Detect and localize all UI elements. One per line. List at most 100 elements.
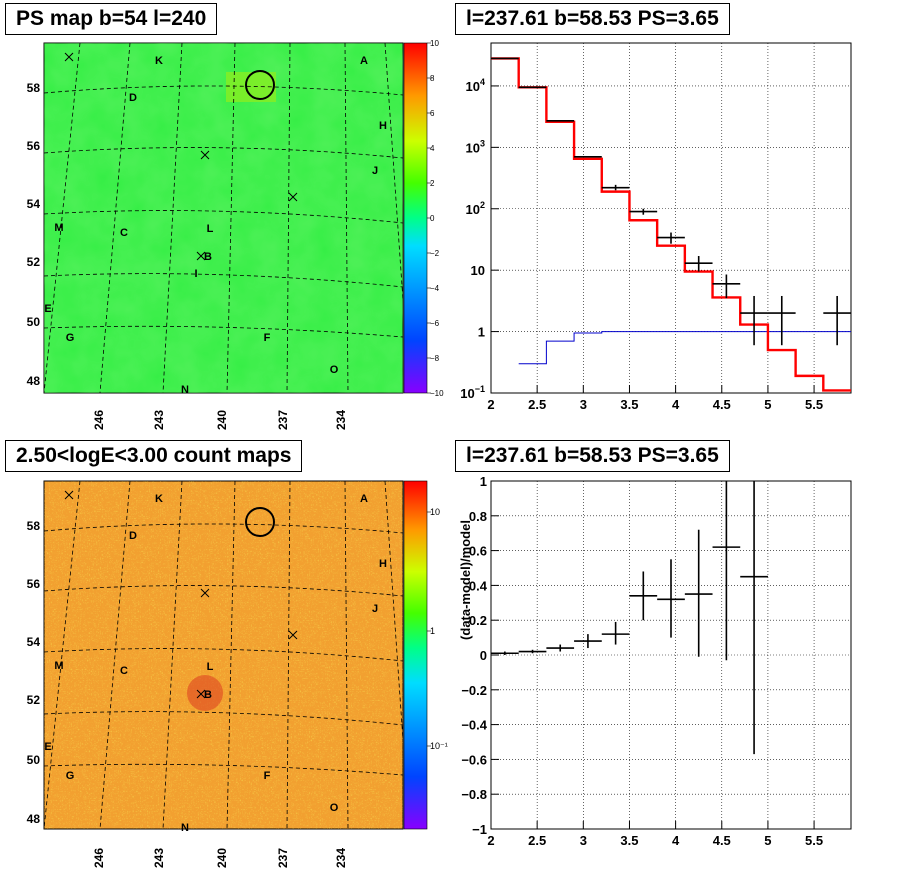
- count-map-texture: [44, 481, 403, 829]
- data-point: [712, 274, 741, 299]
- x-tick-label: 246: [92, 848, 106, 868]
- y-tick-label: 58: [27, 81, 41, 95]
- x-tick-label: 5: [764, 833, 771, 848]
- y-tick-label: −0.2: [461, 683, 487, 698]
- x-tick-label: 240: [215, 410, 229, 430]
- x-tick-label: 4.5: [713, 397, 731, 412]
- y-tick-label: 0.4: [469, 578, 488, 593]
- source-label-f: F: [264, 770, 271, 782]
- colorbar-tick-label: −6: [430, 319, 440, 328]
- colorbar-tick-label: −10: [430, 389, 444, 398]
- residual-panel: 2 2.5 3 3.5 4 4.5 5 5.5 1 0.8 0.6 0.4 0.2 0 −0.2 −0.4 −…: [458, 474, 852, 848]
- residual-point: [574, 634, 602, 649]
- y-tick-label: 54: [27, 197, 41, 211]
- colorbar-tick-label: 10: [430, 39, 439, 48]
- x-tick-label: 237: [276, 848, 290, 868]
- y-tick-label: 1: [480, 474, 487, 489]
- x-tick-label: 243: [152, 848, 166, 868]
- source-label-b: B: [204, 689, 212, 701]
- source-label-l: L: [207, 661, 214, 673]
- ps-map-colorbar-axis: 10 8 6 4 2 0 −2 −4 −6 −8 −10: [427, 39, 444, 398]
- x-tick-label: 237: [276, 410, 290, 430]
- y-tick-label: 48: [27, 374, 41, 388]
- y-tick-label: 50: [27, 315, 41, 329]
- ps-map-x-axis: 246 243 240 237 234: [92, 410, 348, 430]
- x-tick-label: 2.5: [528, 397, 546, 412]
- y-tick-label: 56: [27, 139, 41, 153]
- ps-map-title: PS map b=54 l=240: [5, 3, 218, 35]
- colorbar-tick-label: −2: [430, 249, 440, 258]
- source-label-b: B: [204, 251, 212, 263]
- y-tick-label: 0.6: [469, 544, 487, 559]
- colorbar-tick-label: 4: [430, 144, 435, 153]
- source-label-a: A: [360, 493, 368, 505]
- source-label-i: I: [194, 268, 197, 280]
- y-tick-label: 54: [27, 635, 41, 649]
- source-label-j: J: [372, 165, 378, 177]
- ps-map-source-circle: [245, 70, 275, 100]
- source-label-h: H: [379, 120, 387, 132]
- x-tick-label: 246: [92, 410, 106, 430]
- residual-point: [601, 621, 630, 645]
- colorbar-tick-label: 6: [430, 109, 435, 118]
- data-point: [823, 295, 851, 346]
- source-label-k: K: [155, 55, 163, 67]
- data-point: [684, 256, 713, 272]
- x-tick-label: 5: [764, 397, 771, 412]
- data-point: [767, 295, 796, 346]
- colorbar-tick-label: −8: [430, 354, 440, 363]
- y-tick-label: 0.8: [469, 509, 487, 524]
- data-point: [629, 208, 658, 215]
- x-tick-label: 2: [487, 397, 494, 412]
- background-step-line: [518, 331, 851, 365]
- data-point: [740, 295, 768, 346]
- source-label-n: N: [181, 822, 189, 834]
- x-tick-label: 5.5: [805, 397, 823, 412]
- spectrum-data-series: [491, 57, 851, 346]
- data-point: [657, 232, 685, 244]
- x-tick-label: 5.5: [805, 833, 823, 848]
- spectrum-frame: [490, 42, 852, 394]
- residual-x-axis: 2 2.5 3 3.5 4 4.5 5 5.5: [487, 821, 823, 848]
- x-tick-label: 2: [487, 833, 494, 848]
- x-tick-label: 234: [334, 848, 348, 868]
- x-tick-label: 2.5: [528, 833, 546, 848]
- x-tick-label: 3.5: [620, 397, 638, 412]
- residual-y-axis: 1 0.8 0.6 0.4 0.2 0 −0.2 −0.4 −0.6 −0.8 −1: [461, 474, 499, 837]
- count-map-source-labels: A K D H J M C L B E G F O N: [44, 493, 387, 834]
- ps-map-texture: [44, 43, 403, 393]
- spectrum-title: l=237.61 b=58.53 PS=3.65: [455, 3, 730, 35]
- data-point: [601, 184, 630, 191]
- residual-data-series: [491, 481, 768, 755]
- source-label-g: G: [66, 332, 75, 344]
- y-tick-label: 10−1: [460, 384, 485, 401]
- residual-y-label: (data-model)/model: [458, 520, 473, 640]
- x-tick-label: 4: [672, 397, 680, 412]
- source-label-c: C: [120, 227, 128, 239]
- spectrum-x-axis: 2 2.5 3 3.5 4 4.5 5 5.5: [487, 385, 823, 412]
- source-label-m: M: [54, 660, 63, 672]
- source-label-a: A: [360, 55, 368, 67]
- colorbar-tick-label: 0: [430, 214, 435, 223]
- source-label-o: O: [330, 802, 339, 814]
- spectrum-model-series: [491, 57, 851, 392]
- residual-point: [684, 529, 713, 657]
- count-map-colorbar-axis: 10 1 10⁻¹: [427, 507, 448, 751]
- y-tick-label: −1: [472, 822, 487, 837]
- count-map-source-circle: [245, 507, 275, 537]
- y-tick-label: 0: [480, 648, 487, 663]
- count-map-cross-markers: [64, 490, 298, 699]
- colorbar-tick-label: −4: [430, 284, 440, 293]
- residual-grid: [490, 480, 851, 830]
- ps-map-cross-markers: [64, 52, 298, 261]
- y-tick-label: 103: [466, 138, 485, 155]
- y-tick-label: 0.2: [469, 613, 487, 628]
- residual-point: [629, 571, 658, 621]
- source-label-e: E: [44, 303, 51, 315]
- colorbar-tick-label: 2: [430, 179, 435, 188]
- residual-point: [518, 649, 547, 654]
- x-tick-label: 3: [580, 397, 587, 412]
- source-label-d: D: [129, 530, 137, 542]
- colorbar-tick-label: 10: [430, 507, 440, 517]
- x-tick-label: 4: [672, 833, 680, 848]
